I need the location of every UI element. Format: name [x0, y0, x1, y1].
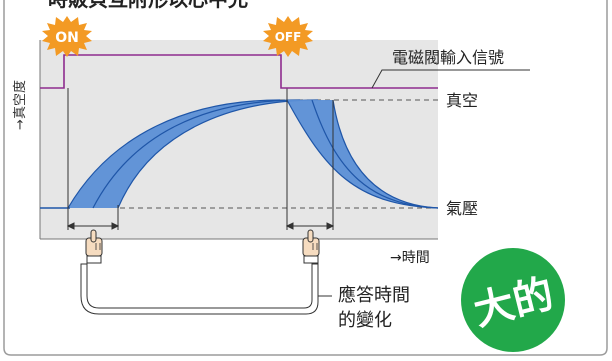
on-response-arrow [66, 222, 120, 230]
signal-label: 電磁閥輸入信號 [392, 48, 504, 67]
title-partial: 時販貝互附形以心中允 [48, 0, 248, 11]
atmosphere-label: 氣壓 [446, 199, 478, 218]
off-burst-icon [263, 16, 313, 57]
falling-curve-slow [332, 99, 439, 209]
signal-step-line [40, 54, 438, 89]
off-response-arrow [285, 222, 335, 230]
on-badge: ON [42, 16, 92, 57]
falling-curve-fast [286, 99, 439, 209]
large-stamp: 大的 [461, 248, 565, 352]
falling-curve-band [287, 100, 438, 208]
connecting-bracket [80, 263, 319, 315]
rising-curve-mid [92, 99, 301, 209]
rising-curve-slow [117, 99, 319, 209]
stamp-circle [461, 248, 565, 352]
plot-area [40, 40, 438, 239]
on-label: ON [55, 30, 79, 46]
y-axis-label: →真空度 [12, 80, 28, 130]
x-axis-label: →時間 [390, 250, 430, 266]
rising-curve-fast [67, 99, 281, 209]
on-burst-icon [42, 16, 92, 57]
signal-leader-line [371, 69, 530, 89]
off-badge: OFF [263, 16, 313, 57]
falling-curve-mid [311, 99, 439, 209]
rising-curve-band [68, 100, 318, 208]
response-label-line1: 應答時間 [338, 284, 410, 306]
vacuum-label: 真空 [446, 91, 478, 110]
pointing-hand-icon [302, 229, 320, 264]
pointing-hand-icon [85, 229, 103, 264]
response-label-line2: 的變化 [338, 310, 392, 331]
off-label: OFF [275, 30, 302, 44]
outer-frame [3, 0, 608, 356]
